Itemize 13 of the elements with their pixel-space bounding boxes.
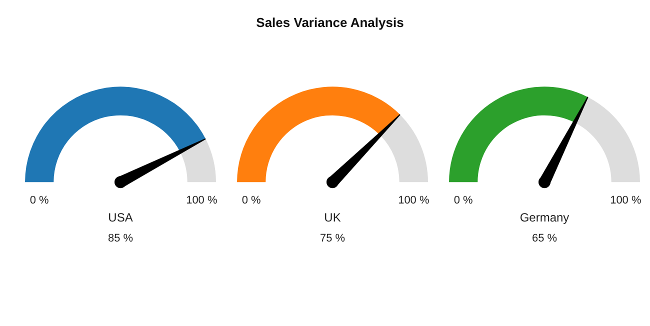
text: Germany [520,210,570,225]
text: 100 % [610,194,642,206]
text: 0 % [242,194,262,206]
text: 65 % [532,232,558,245]
text: 100 % [186,194,218,206]
text: 75 % [320,232,346,245]
text: 0 % [454,194,474,206]
text: 100 % [398,194,430,206]
text: 85 % [108,232,134,245]
text: USA [108,210,133,225]
text: UK [324,210,341,225]
text: 0 % [30,194,50,206]
chart-title: Sales Variance Analysis [256,14,404,32]
